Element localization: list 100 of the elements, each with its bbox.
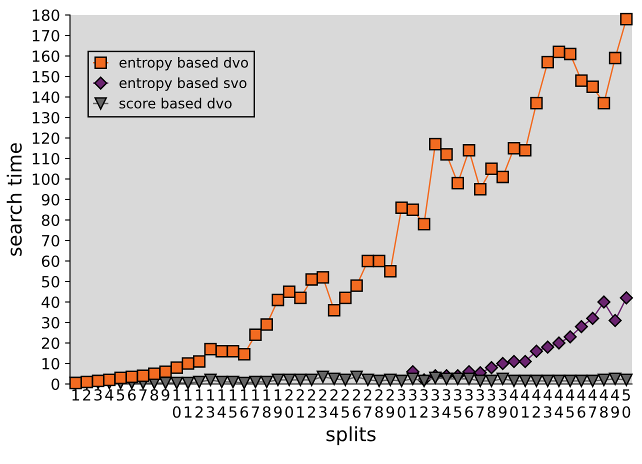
point [484,361,498,374]
point [518,144,532,157]
x-tick-label: 20 [285,389,294,418]
x-tick-label: 5 [116,389,124,401]
point [282,374,296,386]
point [282,286,296,298]
point [395,374,408,388]
y-tick-label: 80 [42,214,60,226]
point [92,374,104,388]
x-tick-label: 9 [162,389,170,401]
point [328,372,340,386]
point [620,12,633,26]
point [608,314,622,328]
y-tick-label: 180 [32,9,60,22]
point [204,342,217,356]
y-tick-label: 100 [32,173,60,186]
y-tick-label: 30 [42,316,60,329]
y-tick-label: 20 [42,337,60,350]
point [530,344,544,358]
point [507,354,521,368]
x-tick-label: 22 [308,389,315,418]
x-tick-label: 35 [454,389,462,418]
x-tick-label: 15 [229,389,237,418]
y-tick-label: 50 [42,276,60,288]
point [598,96,610,110]
point [362,374,374,386]
point [260,318,273,331]
x-tick-label: 46 [577,389,586,418]
point [564,374,576,388]
y-tick-label: 160 [32,50,60,62]
x-tick-label: 3 4 [442,389,451,418]
y-tick-label: 70 [42,234,60,247]
point [541,56,554,68]
point [552,374,566,388]
x-tick-label: 45 [566,389,574,418]
x-tick-label: 3 [94,389,102,401]
point [541,340,554,354]
point [586,80,599,93]
x-tick-label: 6 [128,389,136,401]
x-tick-label: 24 [330,389,338,418]
point [530,96,543,110]
point [406,372,420,386]
x-tick-label: 37 [476,389,484,418]
point [215,376,228,388]
point [496,356,510,370]
point [485,374,498,388]
point [238,376,250,390]
point [518,374,532,388]
point [541,374,554,388]
legend-label: entropy based dvo [120,57,248,70]
point [496,170,509,184]
y-tick-label: 110 [32,152,60,165]
x-tick-label: 39 [498,389,507,418]
point [586,374,599,388]
point [272,294,284,306]
x-tick-label: 44 [554,389,563,418]
x-tick-label: 48 [600,389,608,418]
point [316,370,330,384]
point [249,376,262,388]
point [249,328,262,342]
x-tick-label: 13 [206,389,214,418]
point [530,374,543,388]
x-tick-label: 49 [611,389,620,418]
point [552,336,566,350]
x-axis-title: splits [326,426,376,446]
point [452,372,464,386]
point [159,365,172,378]
y-tick-label: 0 [52,378,60,390]
point [305,273,318,286]
x-tick-label: 23 [319,389,327,418]
point [575,74,588,87]
point [103,374,116,386]
x-tick-label: 41 [521,389,530,418]
point [474,374,487,388]
x-tick-label: 50 [622,389,630,418]
point [508,142,520,154]
point [462,372,476,386]
point [294,292,307,304]
y-tick-label: 170 [32,30,60,42]
x-tick-label: 19 [274,389,282,418]
y-tick-label: 40 [42,296,60,308]
point [384,374,397,386]
point [350,370,363,384]
x-tick-label: 10 [172,389,181,418]
y-tick-label: 130 [32,112,60,124]
point [238,348,250,361]
point [598,374,610,386]
x-tick-label: 47 [588,389,597,418]
x-tick-label: 8 [150,389,158,401]
x-tick-label: 33 [432,389,439,418]
y-tick-label: 90 [42,194,60,206]
x-tick-label: 4 [105,389,114,400]
y-axis-title: search time [6,143,22,256]
point [193,376,206,388]
point [440,148,453,161]
x-tick-label: 28 [375,389,383,418]
point [608,372,622,386]
point [305,374,318,386]
legend-label: score based dvo [119,98,232,109]
x-tick-label: 1 2 [196,389,203,418]
